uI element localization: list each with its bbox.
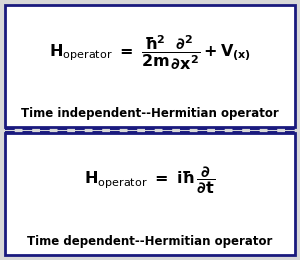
Text: Time independent--Hermitian operator: Time independent--Hermitian operator: [21, 107, 279, 120]
Text: Time dependent--Hermitian operator: Time dependent--Hermitian operator: [27, 235, 273, 248]
Text: $\mathbf{H_{\rm operator}}$$\mathbf{\ =\ i\hbar\,\dfrac{\partial}{\partial t}}$: $\mathbf{H_{\rm operator}}$$\mathbf{\ =\…: [84, 164, 216, 196]
FancyBboxPatch shape: [5, 5, 295, 127]
Text: $\mathbf{H_{\rm operator}}$$\mathbf{\ =\ \dfrac{\hbar^2}{2m}\dfrac{\partial^2}{\: $\mathbf{H_{\rm operator}}$$\mathbf{\ =\…: [49, 34, 251, 72]
FancyBboxPatch shape: [5, 133, 295, 255]
